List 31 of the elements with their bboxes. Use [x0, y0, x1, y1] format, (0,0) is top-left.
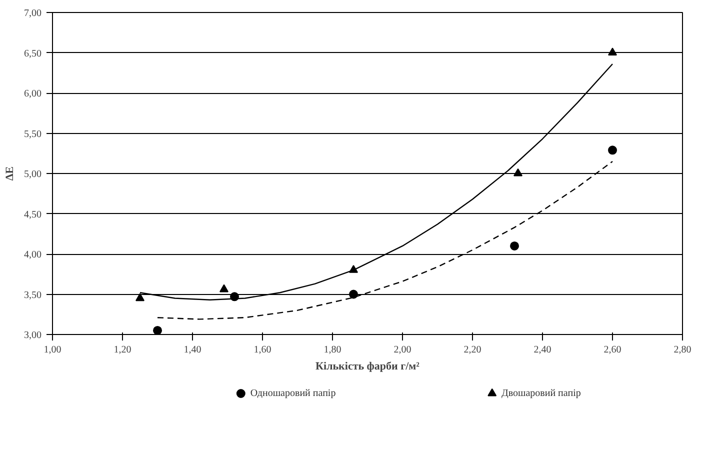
y-tick-label: 3,00 [24, 330, 42, 341]
x-tick-label: 1,20 [114, 344, 132, 356]
y-tick-label: 6,50 [24, 48, 42, 60]
point [510, 241, 519, 250]
x-tick-label: 2,00 [394, 344, 412, 356]
y-tick-label: 4,00 [24, 250, 42, 260]
point [608, 146, 617, 155]
point [136, 293, 144, 302]
x-tick-label: 2,40 [534, 344, 552, 356]
x-tick-label: 1,40 [184, 344, 202, 356]
point [349, 290, 358, 299]
x-axis-title: Кількість фарби г/м² [316, 360, 420, 372]
y-axis-title: ΔE [4, 166, 16, 181]
y-tick-label: 7,00 [24, 8, 42, 19]
point [608, 48, 617, 56]
x-tick-label: 1,60 [254, 344, 272, 356]
x-tick-label: 1,00 [44, 344, 62, 356]
legend-label: Одношаровий папір [250, 388, 336, 399]
point [514, 168, 522, 176]
y-tick-label: 5,50 [24, 128, 42, 140]
y-tick-label: 5,00 [24, 169, 42, 180]
legend-label: Двошаровий папір [502, 388, 581, 399]
x-tick-label: 2,80 [674, 344, 692, 356]
x-tick-label: 1,80 [324, 344, 342, 356]
x-tick-label: 2,20 [464, 344, 482, 356]
y-tick-label: 3,50 [24, 290, 42, 301]
y-tick-label: 6,00 [24, 88, 42, 100]
point [220, 284, 228, 292]
x-tick-label: 2,60 [604, 344, 622, 356]
point [153, 326, 162, 334]
y-tick-label: 4,50 [24, 209, 42, 220]
